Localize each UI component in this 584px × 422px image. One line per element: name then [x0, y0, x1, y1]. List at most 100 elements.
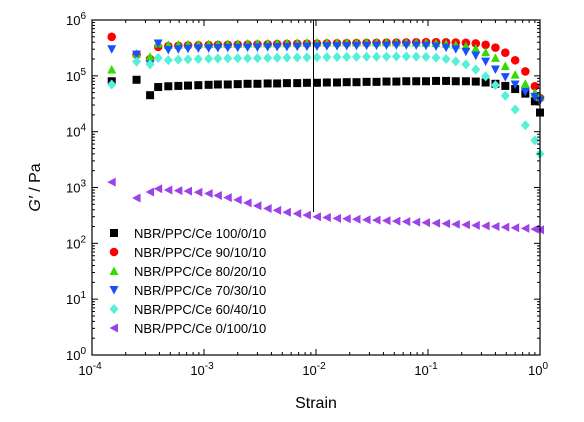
data-point	[481, 221, 490, 231]
data-point	[461, 220, 470, 230]
legend-label: NBR/PPC/Ce 0/100/10	[134, 321, 266, 336]
data-point	[372, 51, 382, 62]
legend-label: NBR/PPC/Ce 60/40/10	[134, 302, 266, 317]
x-tick-label: 10-4	[78, 361, 102, 378]
data-point	[312, 52, 322, 63]
data-point	[193, 44, 203, 53]
data-point	[520, 120, 530, 131]
data-point	[500, 222, 510, 232]
axes-layer: 10-4 10-3 10-2 10-1 100 100 101 102 103 104 105 106…	[27, 11, 548, 412]
data-point	[183, 54, 193, 65]
data-point	[500, 61, 510, 71]
data-point	[173, 54, 183, 65]
data-point	[163, 55, 173, 66]
data-point	[411, 217, 421, 227]
data-point	[252, 53, 262, 64]
legend-item: NBR/PPC/Ce 100/0/10	[110, 226, 266, 241]
data-point	[441, 43, 451, 53]
data-point	[490, 65, 500, 74]
data-point	[342, 214, 351, 224]
data-point	[173, 45, 183, 54]
legend-item: NBR/PPC/Ce 70/30/10	[109, 283, 266, 298]
data-point	[442, 76, 451, 85]
data-point	[471, 43, 481, 53]
data-point	[322, 213, 331, 223]
data-point	[183, 44, 193, 54]
y-tick-label: 103	[66, 179, 86, 196]
data-point	[252, 201, 262, 211]
data-point	[372, 77, 381, 86]
data-point	[273, 79, 282, 88]
data-point	[471, 220, 480, 230]
series-nbr-ppc-ce-100-0-10	[107, 75, 544, 117]
data-point	[510, 55, 520, 65]
legend-marker	[109, 323, 118, 333]
data-point	[332, 213, 342, 223]
data-point	[213, 80, 222, 89]
data-point	[282, 79, 291, 88]
data-point	[401, 51, 411, 62]
data-point	[401, 41, 411, 50]
data-point	[500, 73, 510, 82]
data-point	[451, 56, 461, 67]
data-point	[481, 57, 491, 67]
y-axis-label: G′ / Pa	[27, 163, 44, 211]
data-point	[107, 45, 117, 54]
data-point	[342, 51, 352, 62]
data-point	[382, 77, 391, 86]
data-point	[520, 79, 530, 88]
legend: NBR/PPC/Ce 100/0/10 NBR/PPC/Ce 90/10/10 NB…	[109, 226, 266, 336]
data-point	[204, 53, 214, 64]
data-point	[107, 79, 117, 90]
data-point	[322, 42, 332, 51]
data-point	[132, 75, 141, 84]
data-point	[107, 177, 116, 187]
legend-label: NBR/PPC/Ce 80/20/10	[134, 264, 266, 279]
legend-label: NBR/PPC/Ce 70/30/10	[134, 283, 266, 298]
x-tick-label: 10-2	[302, 361, 326, 378]
data-point	[510, 223, 520, 233]
x-tick-label: 10-1	[414, 361, 438, 378]
x-axis-label: Strain	[295, 395, 337, 412]
data-point	[431, 52, 441, 63]
data-point	[381, 51, 391, 62]
series-nbr-ppc-ce-0-100-10	[107, 177, 544, 235]
data-point	[352, 214, 361, 224]
data-point	[243, 198, 252, 208]
data-point	[282, 42, 292, 52]
data-point	[223, 193, 232, 203]
data-point	[530, 135, 540, 146]
data-points-layer	[107, 32, 545, 235]
data-point	[292, 209, 302, 219]
data-point	[471, 77, 480, 86]
data-point	[332, 42, 342, 51]
data-point	[204, 80, 213, 89]
data-point	[441, 54, 451, 65]
data-point	[292, 42, 302, 52]
legend-marker	[109, 304, 119, 314]
data-point	[451, 219, 460, 229]
data-point	[362, 51, 372, 62]
data-point	[412, 77, 421, 86]
data-point	[381, 41, 391, 50]
y-tick-label: 100	[66, 346, 86, 363]
legend-marker	[109, 266, 119, 275]
data-point	[451, 45, 461, 54]
data-point	[282, 207, 291, 217]
data-point	[511, 85, 520, 94]
data-point	[312, 42, 322, 51]
data-point	[352, 51, 362, 62]
data-point	[510, 104, 520, 115]
series-nbr-ppc-ce-70-30-10	[107, 39, 545, 106]
data-point	[145, 52, 155, 61]
data-point	[481, 71, 491, 82]
data-point	[481, 78, 490, 87]
data-point	[422, 77, 431, 86]
y-tick-label: 102	[66, 234, 86, 251]
data-point	[213, 190, 222, 200]
data-point	[441, 219, 451, 229]
data-point	[193, 54, 203, 65]
data-point	[520, 223, 530, 233]
data-point	[392, 77, 401, 86]
